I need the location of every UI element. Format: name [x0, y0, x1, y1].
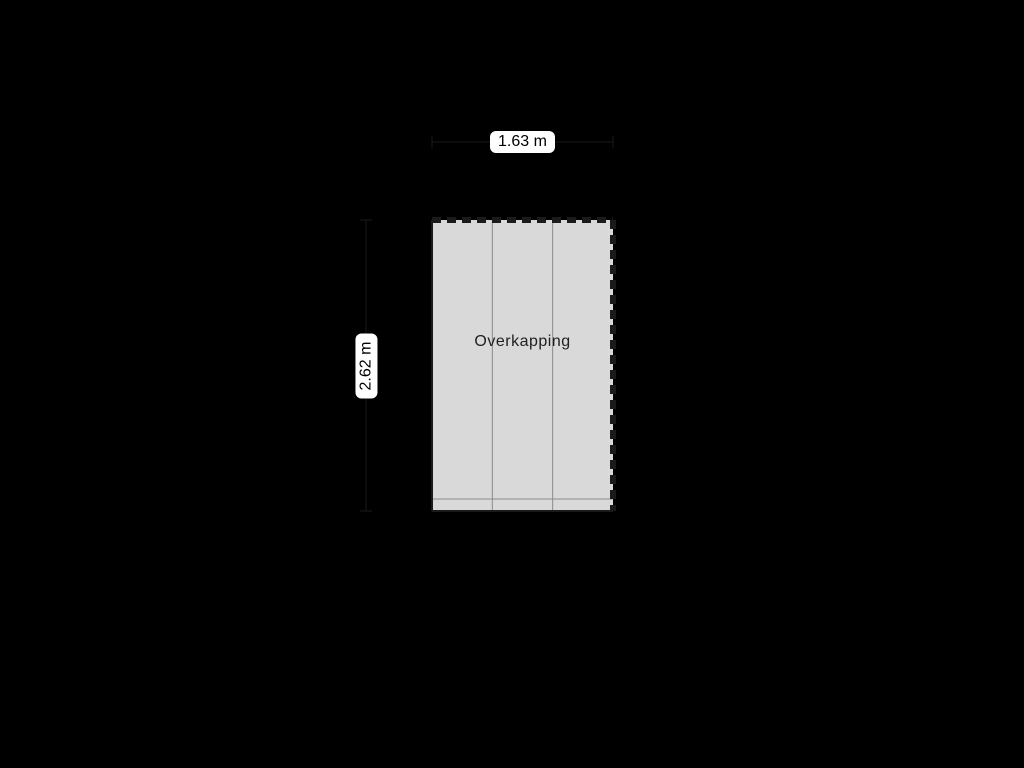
room-label-overkapping: Overkapping	[474, 333, 570, 351]
diagram-canvas: 1.63 m 2.62 m Overkapping	[0, 0, 1024, 768]
floorplan-svg	[0, 0, 1024, 768]
dimension-width-label: 1.63 m	[490, 131, 555, 153]
dimension-depth-label: 2.62 m	[355, 333, 377, 398]
